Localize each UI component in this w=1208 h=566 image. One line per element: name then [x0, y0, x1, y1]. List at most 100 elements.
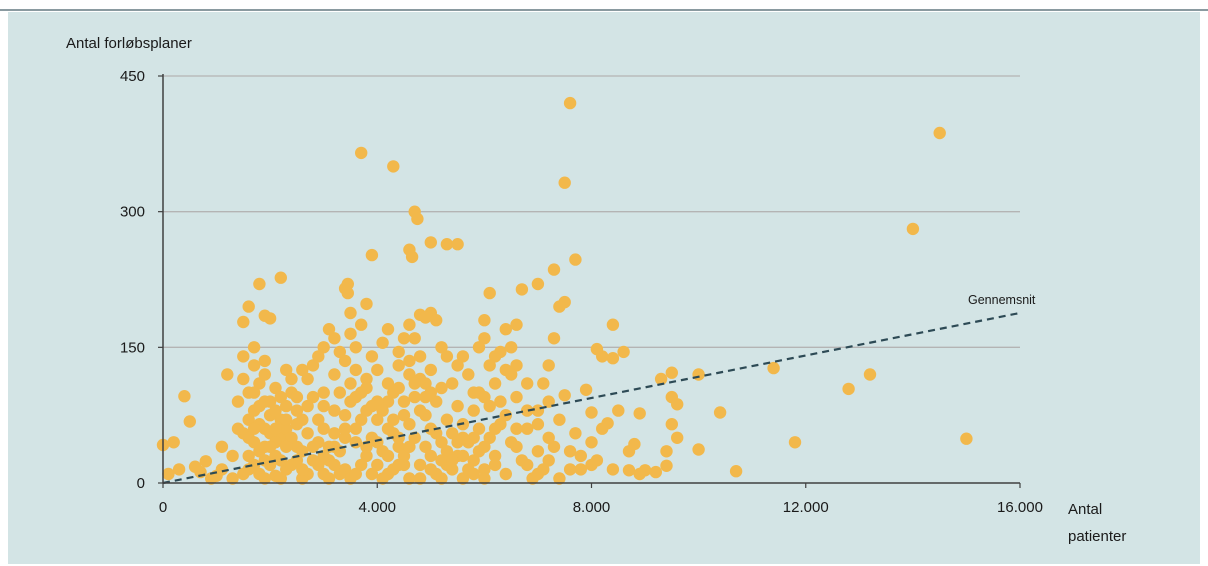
- data-point: [788, 436, 802, 449]
- gridlines: [163, 75, 1020, 348]
- data-point: [606, 352, 620, 365]
- data-point: [596, 422, 609, 435]
- data-point: [349, 436, 362, 449]
- data-point: [435, 472, 448, 485]
- data-point: [301, 372, 314, 386]
- data-point: [424, 363, 437, 377]
- data-point: [328, 440, 341, 453]
- data-point: [274, 390, 287, 404]
- data-point: [167, 436, 180, 449]
- data-point: [301, 427, 314, 440]
- data-point: [376, 404, 389, 417]
- data-point: [435, 381, 448, 395]
- data-point: [622, 464, 636, 477]
- data-point: [574, 449, 587, 463]
- data-point: [371, 436, 384, 449]
- data-point: [403, 418, 416, 431]
- data-point: [531, 404, 545, 417]
- y-tick-label: 450: [120, 68, 145, 85]
- data-point: [510, 422, 523, 435]
- data-point: [960, 432, 973, 445]
- data-point: [328, 368, 341, 381]
- data-point: [258, 368, 271, 381]
- data-point: [505, 341, 518, 354]
- data-point: [371, 363, 384, 377]
- data-point: [462, 368, 475, 381]
- data-point: [430, 395, 443, 408]
- data-point: [231, 422, 245, 435]
- data-point: [247, 359, 261, 372]
- data-point: [269, 422, 282, 435]
- data-point: [547, 263, 561, 276]
- data-point: [863, 368, 877, 381]
- data-point: [253, 277, 266, 291]
- data-point: [280, 440, 293, 453]
- data-point: [483, 359, 496, 372]
- y-tick-label: 300: [120, 204, 145, 221]
- data-point: [381, 422, 395, 435]
- data-point: [488, 377, 502, 390]
- data-point: [671, 398, 684, 411]
- data-point: [692, 368, 705, 381]
- data-point: [665, 418, 678, 431]
- data-point: [478, 390, 491, 404]
- data-point: [355, 318, 368, 331]
- top-rule: [0, 9, 1208, 11]
- data-point: [451, 399, 464, 413]
- data-point: [692, 443, 705, 456]
- data-point: [590, 342, 604, 356]
- chart-panel: 0 150 300 450 0 4.000 8.000 12.000 16.000 Antal…: [8, 12, 1200, 564]
- data-point: [365, 399, 379, 413]
- data-point: [510, 359, 523, 372]
- data-point: [341, 286, 354, 300]
- data-point: [392, 431, 405, 444]
- data-point: [162, 467, 175, 481]
- data-point: [767, 361, 780, 375]
- x-tick-label: 12.000: [783, 499, 829, 516]
- data-point: [440, 413, 454, 426]
- data-point: [317, 467, 330, 481]
- data-point: [440, 350, 454, 363]
- data-point: [569, 253, 582, 266]
- data-point: [172, 463, 186, 476]
- data-point: [405, 250, 419, 264]
- data-point: [488, 449, 502, 463]
- data-point: [328, 404, 341, 417]
- data-point: [237, 467, 250, 481]
- data-point: [521, 422, 534, 435]
- data-point: [547, 332, 561, 345]
- data-point: [349, 341, 362, 354]
- data-point: [215, 463, 229, 476]
- data-point: [403, 354, 416, 368]
- data-point: [237, 372, 250, 386]
- data-point: [440, 238, 454, 251]
- data-point: [660, 459, 673, 472]
- data-point: [269, 381, 282, 395]
- data-point: [547, 440, 561, 453]
- data-point: [355, 458, 368, 472]
- data-point: [242, 449, 255, 463]
- data-point: [280, 413, 293, 426]
- data-point: [296, 472, 309, 485]
- data-point: [344, 306, 357, 320]
- data-point: [317, 341, 330, 354]
- data-point: [328, 458, 341, 472]
- data-point: [360, 297, 373, 311]
- data-points: [156, 96, 973, 485]
- data-point: [371, 458, 384, 472]
- data-point: [671, 431, 684, 444]
- data-point: [515, 283, 529, 296]
- data-point: [338, 422, 352, 435]
- data-point: [531, 277, 545, 291]
- data-point: [424, 463, 437, 476]
- data-point: [612, 404, 625, 417]
- data-point: [178, 390, 191, 403]
- data-point: [290, 404, 304, 417]
- data-point: [435, 436, 448, 449]
- data-point: [403, 440, 416, 453]
- data-point: [505, 368, 518, 381]
- data-point: [419, 390, 432, 404]
- data-point: [606, 463, 620, 476]
- data-point: [263, 312, 277, 325]
- data-point: [446, 463, 459, 476]
